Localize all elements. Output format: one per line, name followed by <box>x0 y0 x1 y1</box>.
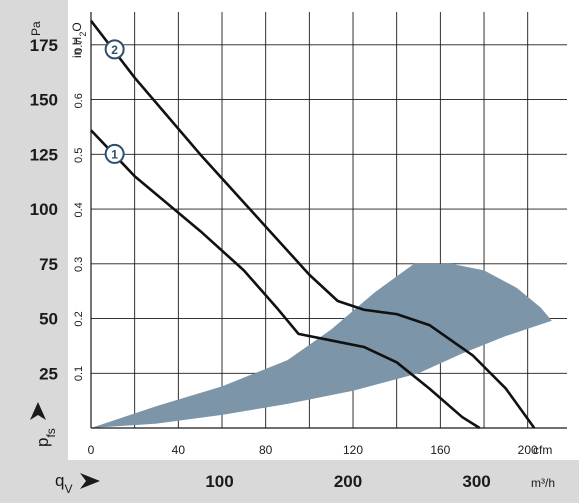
x-tick-label-cfm: 160 <box>430 443 450 457</box>
y-tick-label-inh2o: 0.6 <box>73 93 85 108</box>
x-tick-label-cfm: 80 <box>259 443 273 457</box>
x-tick-label-m3h: 200 <box>334 472 362 491</box>
axes <box>90 12 567 429</box>
y-tick-label-pa: 75 <box>39 255 58 274</box>
y-tick-label-pa: 150 <box>30 91 58 110</box>
y-tick-label-pa: 50 <box>39 310 58 329</box>
x-tick-label-cfm: 200 <box>518 443 538 457</box>
x-tick-label-cfm: 120 <box>343 443 363 457</box>
y-tick-label-pa: 100 <box>30 200 58 219</box>
curves: 12 <box>89 19 536 430</box>
curve-2-label: 2 <box>111 43 118 57</box>
tick-labels: 25 50 75 100 125 150 175 0.1 0.2 0.3 0.4 0.5 0.6 0.7 0… <box>30 36 538 491</box>
curve-2-line <box>89 19 536 429</box>
y-tick-label-inh2o: 0.2 <box>73 311 85 326</box>
operating-region-shape <box>91 263 552 428</box>
inh2o-unit-label: in H2O <box>70 22 88 58</box>
operating-region <box>91 263 552 428</box>
y-axis-arrow-icon <box>30 402 46 420</box>
x-tick-label-m3h: 100 <box>205 472 233 491</box>
curve-2-marker <box>104 39 125 60</box>
pa-unit-label: Pa <box>29 21 43 36</box>
y-tick-label-pa: 125 <box>30 145 58 164</box>
x-tick-label-m3h: 300 <box>462 472 490 491</box>
curve-1-line <box>90 129 481 430</box>
x-tick-label-cfm: 0 <box>88 443 95 457</box>
x-tick-label-cfm: 40 <box>172 443 186 457</box>
curve-1-marker <box>104 143 125 164</box>
y-tick-label-inh2o: 0.5 <box>73 148 85 163</box>
x-axis-label: qV <box>55 471 72 496</box>
y-tick-label-pa: 175 <box>30 36 58 55</box>
y-axis-label: pfs <box>33 428 58 447</box>
y-tick-label-inh2o: 0.1 <box>73 366 85 381</box>
curve-1-label: 1 <box>111 147 118 161</box>
y-tick-label-inh2o: 0.7 <box>73 39 85 54</box>
cfm-unit-label: cfm <box>533 443 552 457</box>
y-tick-label-inh2o: 0.3 <box>73 257 85 272</box>
y-tick-label-pa: 25 <box>39 364 58 383</box>
m3h-unit-label: m³/h <box>531 476 555 490</box>
x-axis-arrow-icon <box>80 473 100 489</box>
left-axis-band <box>0 0 68 503</box>
y-tick-label-inh2o: 0.4 <box>73 202 85 217</box>
